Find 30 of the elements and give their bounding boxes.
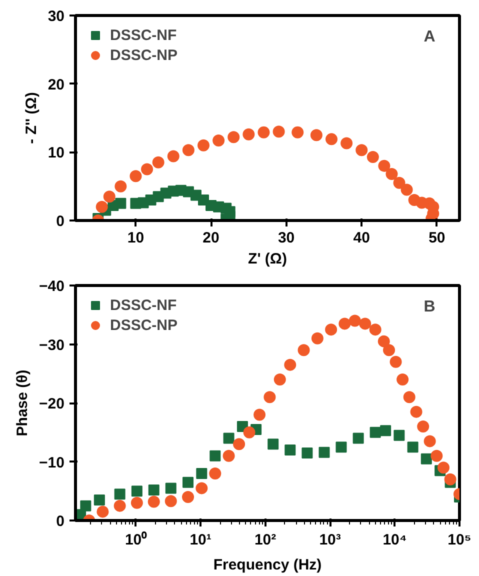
annotation: A	[424, 28, 436, 46]
y-tick-label: 30	[48, 8, 65, 25]
x-axis-title: Frequency (Hz)	[213, 556, 322, 574]
x-tick-label: 10⁴	[382, 532, 407, 548]
legend-label: DSSC-NF	[110, 296, 177, 314]
y-axis-title: Phase (θ)	[14, 370, 32, 436]
annotation: B	[424, 298, 436, 316]
x-axis-title: Z' (Ω)	[248, 250, 287, 268]
x-tick-label: 30	[278, 230, 295, 246]
y-tick-label: 20	[48, 76, 65, 94]
legend-label: DSSC-NP	[110, 316, 178, 334]
x-tick-label: 10	[127, 230, 144, 246]
x-tick-label: 10³	[319, 532, 341, 548]
legend-label: DSSC-NP	[110, 46, 178, 64]
y-tick-label: 0	[56, 513, 64, 530]
x-tick-label: 10¹	[190, 532, 212, 548]
y-tick-label: 10	[48, 144, 65, 162]
x-tick-label: 40	[353, 230, 370, 246]
y-tick-label: −30	[39, 336, 65, 354]
x-tick-label: 20	[202, 230, 220, 246]
legend-label: DSSC-NF	[110, 26, 177, 44]
x-tick-label: 10⁵	[448, 532, 472, 548]
x-tick-label: 50	[428, 230, 446, 246]
y-tick-label: −20	[39, 396, 65, 412]
y-axis-title: - Z'' (Ω)	[22, 92, 40, 144]
y-tick-label: −10	[39, 454, 65, 472]
x-tick-label: 10²	[254, 532, 276, 548]
y-tick-label: 0	[56, 213, 64, 230]
x-tick-label: 10⁰	[124, 530, 148, 548]
y-tick-label: −40	[39, 278, 65, 295]
